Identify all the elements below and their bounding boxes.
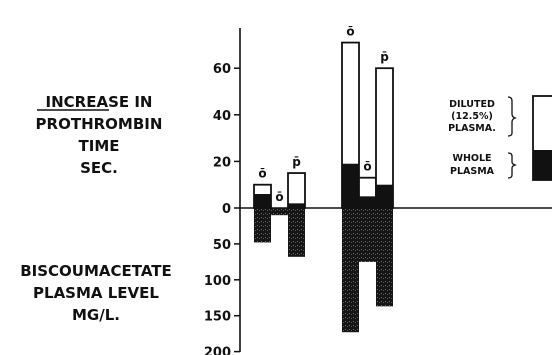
legend-diluted-line-2: (12.5%) [451, 111, 493, 122]
upper-tick-label: 40 [213, 109, 231, 124]
whole-plasma-bar [342, 163, 359, 208]
bar: p̄ [375, 50, 394, 307]
upper-tick-label: 20 [213, 155, 231, 170]
whole-plasma-bar [254, 194, 271, 208]
bar-mark-label: ō [258, 167, 266, 181]
bar-group-2: ō ō p̄ [341, 25, 394, 333]
bar: ō [341, 25, 360, 333]
whole-plasma-bar [359, 196, 376, 208]
upper-tick-label: 0 [222, 202, 231, 217]
legend-brace-whole [507, 152, 518, 179]
lower-axis-label: BISCOUMACETATE PLASMA LEVEL MG/L. [20, 262, 172, 324]
lower-label-line-1: BISCOUMACETATE [20, 262, 172, 280]
legend: DILUTED (12.5%) PLASMA. WHOLE PLASMA [448, 95, 552, 181]
lower-tick-label: 100 [204, 274, 231, 289]
lower-tick-label: 50 [213, 238, 231, 253]
bar: ō [358, 160, 377, 262]
lower-tick-label: 150 [204, 310, 231, 325]
lower-tick-label: 200 [204, 346, 231, 355]
upper-tick-label: 60 [213, 62, 231, 77]
whole-plasma-bar [288, 203, 305, 208]
bar-mark-label: ō [346, 25, 354, 39]
plasma-level-bar [288, 208, 305, 257]
legend-whole-line-2: PLASMA [450, 166, 495, 177]
plasma-level-bar [359, 208, 376, 262]
legend-diluted-line-3: PLASMA. [448, 123, 496, 134]
axis-ticks: 0 20 40 60 50 100 150 200 [204, 62, 240, 355]
lower-label-line-3: MG/L. [72, 306, 120, 324]
plasma-level-bar [342, 208, 359, 333]
legend-diluted-line-1: DILUTED [449, 99, 495, 110]
bar-mark-label: p̄ [292, 155, 301, 169]
legend-swatch-whole [533, 150, 552, 180]
upper-label-line-1: INCREASE IN [46, 93, 153, 111]
lower-label-line-2: PLASMA LEVEL [33, 284, 159, 302]
upper-label-line-3: TIME [79, 137, 120, 155]
diluted-plasma-bar [287, 172, 306, 209]
plasma-level-bar [254, 208, 271, 243]
whole-plasma-bar [376, 184, 393, 208]
upper-label-rest: IN [129, 93, 152, 111]
bar-mark-label: ō [275, 190, 283, 204]
bar-groups: ōōp̄ōōp̄ [253, 25, 394, 333]
plasma-level-bar [376, 208, 393, 307]
bar-group-1: ōō p̄ [253, 155, 306, 257]
bar-mark-label: p̄ [380, 50, 389, 64]
legend-whole-line-1: WHOLE [452, 153, 491, 164]
bar-mark-label: ō [363, 160, 371, 174]
plasma-level-bar [271, 208, 288, 216]
upper-label-line-4: SEC. [80, 159, 118, 177]
upper-axis-label: INCREASE IN PROTHROMBIN TIME SEC. [36, 93, 163, 177]
bar: p̄ [287, 155, 306, 257]
bar: ō [271, 190, 288, 216]
upper-label-underlined-word: INCREASE [46, 93, 130, 111]
legend-brace-diluted [507, 96, 518, 137]
upper-label-line-2: PROTHROMBIN [36, 115, 163, 133]
bar: ō [253, 167, 272, 243]
